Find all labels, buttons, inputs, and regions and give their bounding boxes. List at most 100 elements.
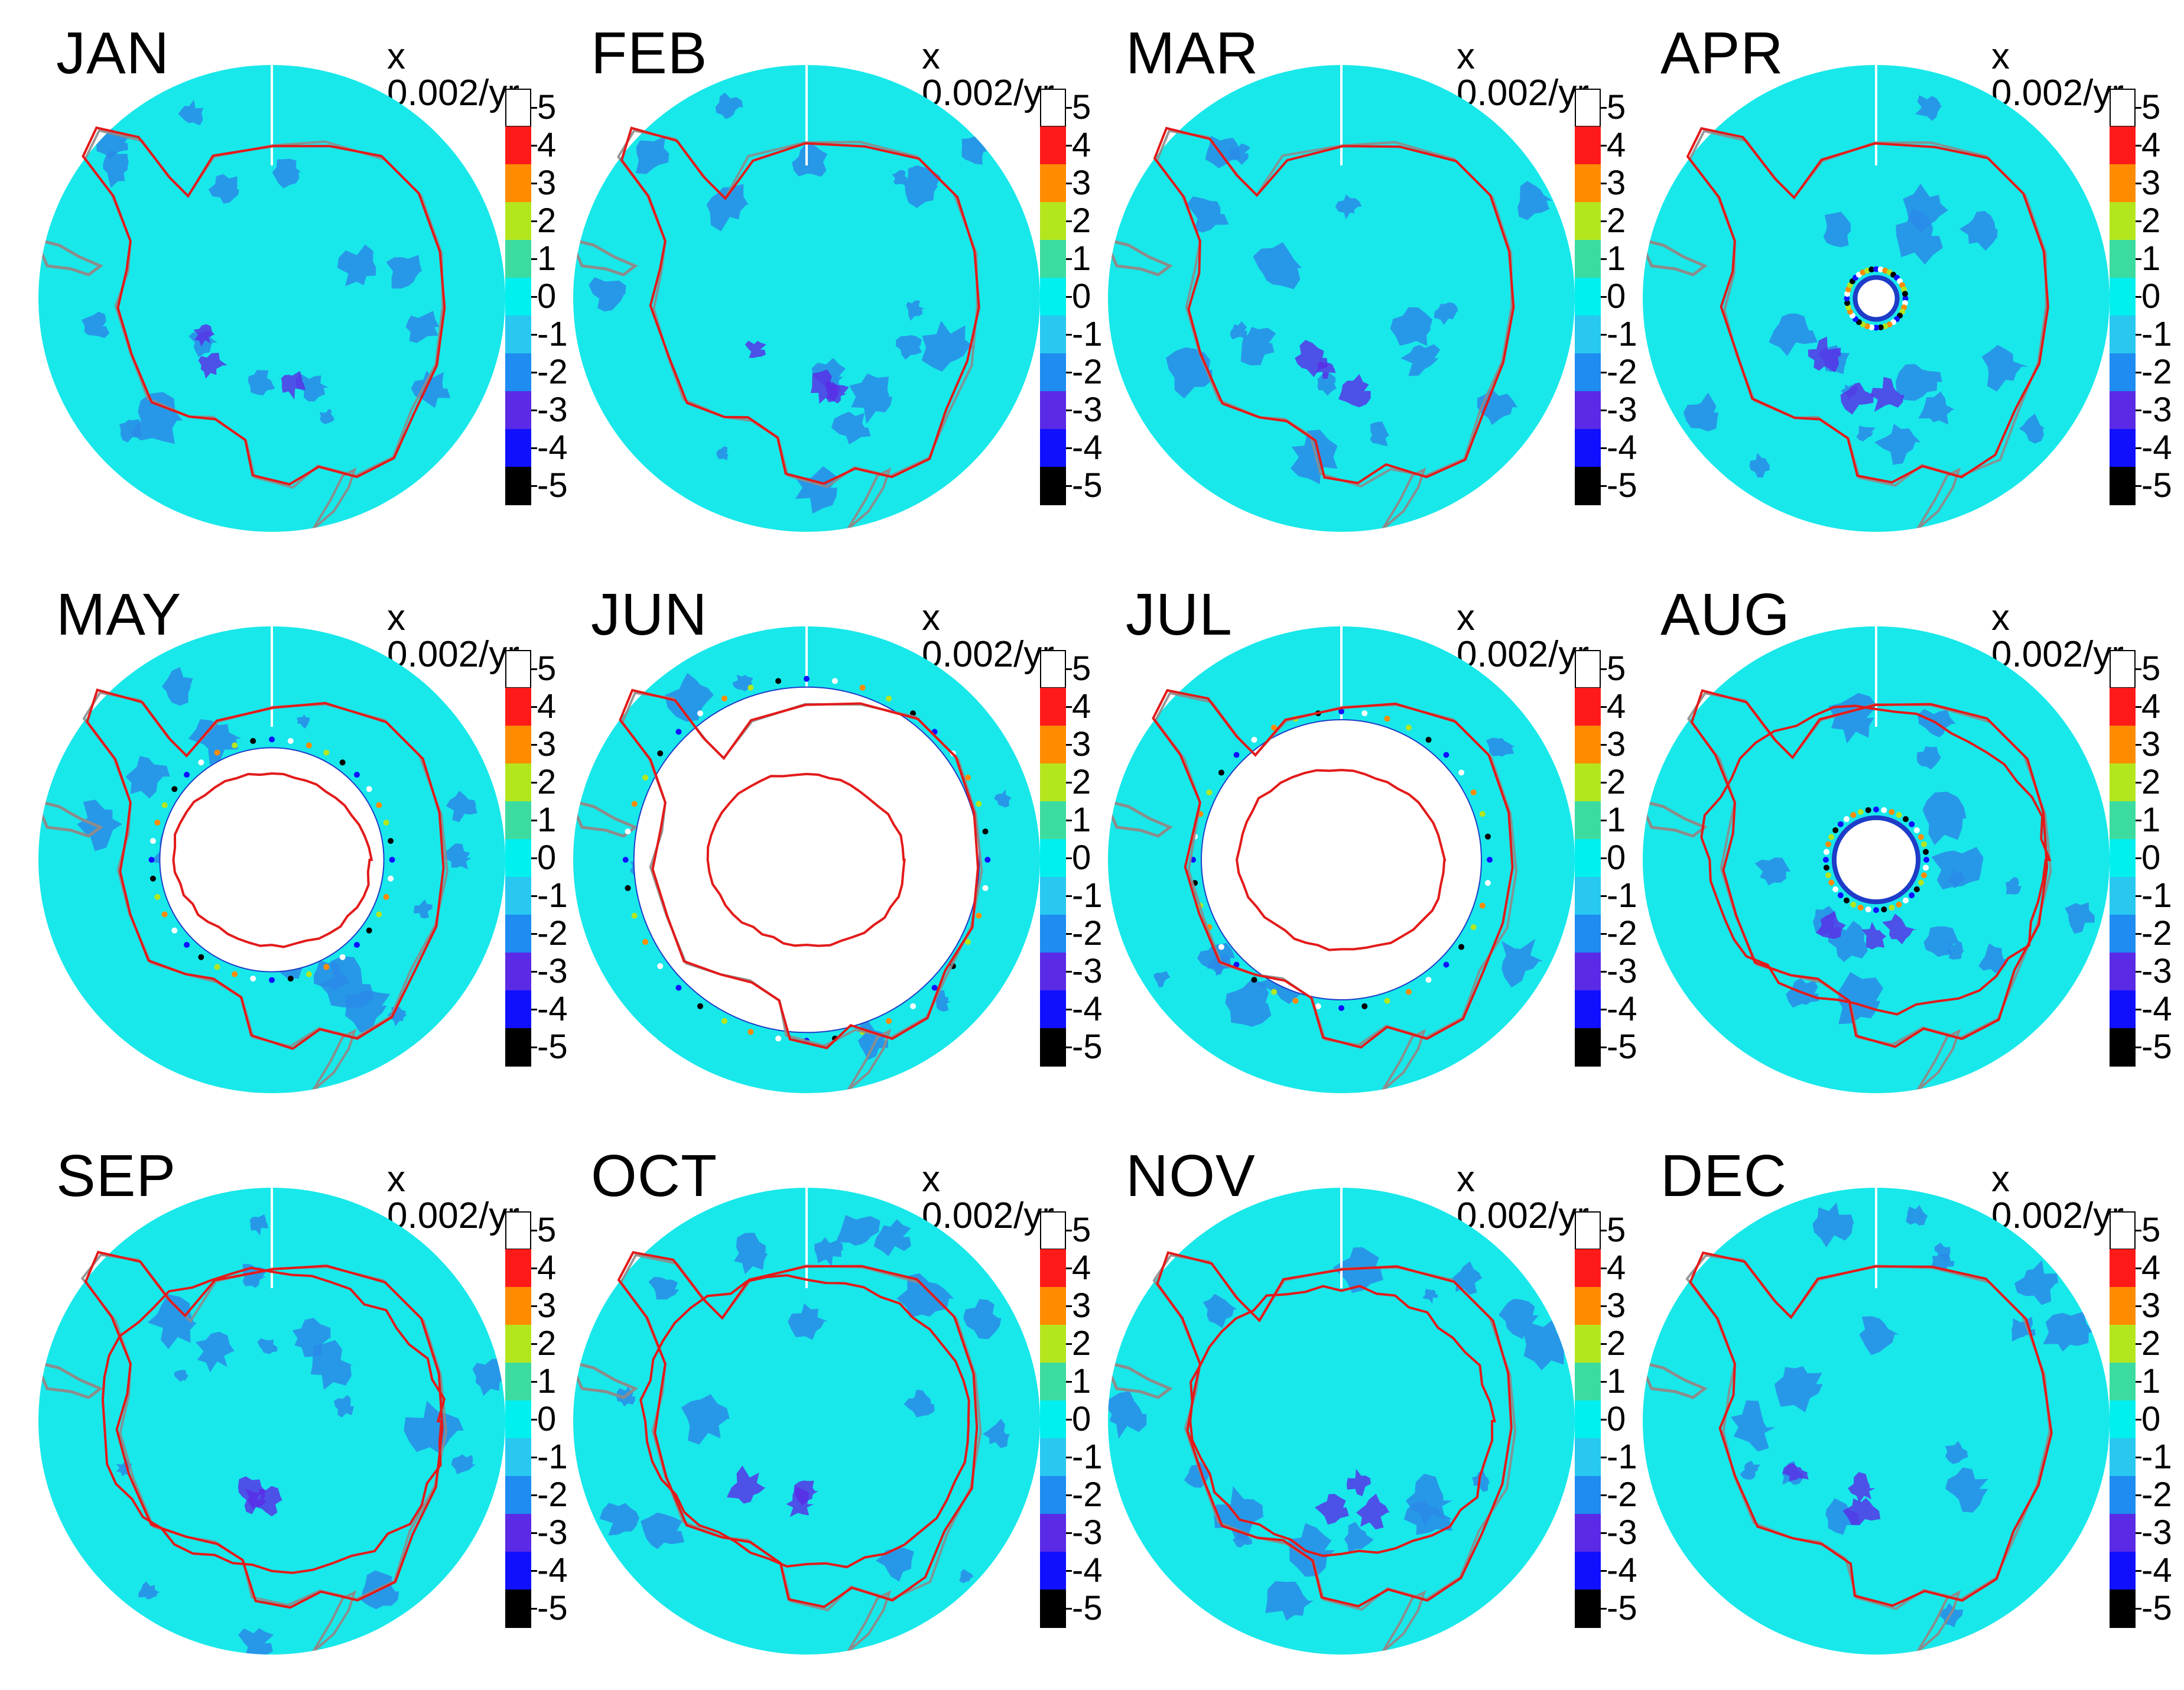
colorbar-tick-label: 5	[1072, 88, 1091, 126]
colorbar-tick-mark	[1066, 706, 1072, 708]
anomaly-dot	[1458, 944, 1465, 950]
anomaly-dot	[1903, 897, 1909, 904]
negative-anomaly-patch	[296, 714, 310, 729]
anomaly-dot	[886, 1018, 892, 1024]
colorbar-tick-label: -2	[537, 1476, 568, 1514]
sea-ice-edge-inner	[86, 688, 445, 1050]
colorbar-tick-label: 4	[2141, 126, 2161, 164]
colorbar-swatch	[1575, 1438, 1601, 1477]
coastline-new-zealand	[1916, 1029, 1961, 1091]
colorbar-swatch	[1040, 990, 1066, 1029]
month-title: APR	[1660, 20, 1784, 86]
anomaly-dot	[1292, 997, 1299, 1004]
colorbar-swatch	[505, 650, 531, 688]
negative-anomaly-patch	[2005, 876, 2022, 895]
colorbar-swatch	[1040, 391, 1066, 430]
negative-anomaly-patch	[405, 311, 440, 343]
negative-anomaly-patch	[2014, 1260, 2059, 1305]
anomaly-dot	[1850, 901, 1857, 908]
colorbar-tick-label: 0	[537, 838, 557, 877]
anomaly-dot	[1873, 907, 1879, 914]
negative-anomaly-patch	[1959, 211, 1998, 251]
colorbar: 5 4 3 2 1 0 -1 -2 -3 -4 -5	[505, 1211, 568, 1628]
colorbar-tick-mark	[2136, 895, 2141, 897]
colorbar-tick-mark	[531, 183, 537, 184]
negative-anomaly-patch	[250, 1214, 269, 1236]
colorbar-tick-label: -2	[537, 353, 568, 391]
colorbar-tick-mark	[1066, 145, 1072, 147]
anomaly-dot	[198, 954, 204, 960]
colorbar-swatch	[2110, 316, 2136, 354]
unit-label: x 0.002/yr	[1991, 1159, 2124, 1236]
ocean-disk	[1108, 65, 1575, 532]
negative-anomaly-patch	[876, 1547, 914, 1582]
colorbar-tick-mark	[2136, 107, 2141, 109]
colorbar-swatch	[2110, 1028, 2136, 1067]
colorbar-tick-mark	[2136, 485, 2141, 487]
polar-map	[573, 1188, 1040, 1655]
colorbar-tick-mark	[2136, 410, 2141, 411]
negative-anomaly-patch	[788, 1303, 828, 1340]
anomaly-dot	[1218, 769, 1224, 776]
colorbar-tick-label: 1	[537, 801, 557, 839]
colorbar-swatch	[2110, 688, 2136, 726]
colorbar-tick-label: 5	[2141, 88, 2161, 126]
colorbar-tick-mark	[531, 220, 537, 222]
sea-ice-edge-inner	[617, 1251, 979, 1608]
colorbar-tick-label: 2	[537, 763, 557, 801]
colorbar-tick-label: -1	[1607, 1438, 1637, 1476]
polar-map	[1108, 1188, 1575, 1655]
colorbar-swatch	[1040, 1287, 1066, 1325]
negative-anomaly-patch	[905, 165, 941, 208]
coastline-new-zealand	[847, 467, 892, 530]
colorbar-swatch	[2110, 1287, 2136, 1325]
colorbar-swatch	[1040, 763, 1066, 802]
anomaly-dot	[1484, 833, 1491, 840]
anomaly-dot	[1918, 879, 1924, 886]
anomaly-dot	[171, 786, 178, 792]
no-data-region	[159, 747, 385, 973]
colorbar-tick-label: 3	[1607, 725, 1626, 763]
colorbar-tick-mark	[531, 744, 537, 746]
colorbar-tick-mark	[1066, 107, 1072, 109]
colorbar: 5 4 3 2 1 0 -1 -2 -3 -4 -5	[1040, 1211, 1103, 1628]
negative-anomaly-patch	[636, 136, 670, 174]
colorbar-tick-mark	[1601, 933, 1607, 935]
colorbar-swatch	[505, 429, 531, 467]
colorbar-tick-label: -3	[1607, 952, 1637, 990]
panel-may: MAY x 0.002/yr 5 4 3 2 1 0 -1 -2 -3 -4 -5	[12, 567, 568, 1129]
colorbar-tick-label: -2	[1072, 1476, 1103, 1514]
sea-ice-edge-outer	[101, 1266, 446, 1574]
negative-anomaly-patch	[1240, 327, 1276, 366]
colorbar-tick-mark	[1066, 183, 1072, 184]
colorbar-tick-mark	[531, 485, 537, 487]
anomaly-dot	[1923, 849, 1929, 855]
colorbar-swatch	[1040, 650, 1066, 688]
strong-negative-patch	[193, 324, 215, 347]
anomaly-dot	[1902, 300, 1908, 306]
anomaly-dot	[232, 971, 238, 977]
coastline-south-america	[1643, 237, 1708, 277]
anomaly-dot	[1843, 897, 1850, 904]
colorbar-tick-mark	[1066, 1381, 1072, 1383]
anomaly-dot	[1881, 906, 1887, 913]
anomaly-dot	[154, 820, 161, 826]
negative-anomaly-patch	[1253, 242, 1302, 290]
anomaly-dot	[1825, 872, 1832, 879]
anomaly-dot	[1233, 752, 1240, 758]
colorbar: 5 4 3 2 1 0 -1 -2 -3 -4 -5	[2110, 89, 2172, 505]
anomaly-dot	[1909, 892, 1915, 899]
colorbar-tick-mark	[1066, 296, 1072, 298]
colorbar-tick-label: -2	[2141, 353, 2172, 391]
negative-anomaly-patch	[1335, 194, 1362, 220]
colorbar-tick-label: -1	[537, 1438, 568, 1476]
anomaly-dot	[1405, 724, 1412, 731]
anomaly-dot	[1923, 857, 1930, 863]
colorbar-tick-mark	[1601, 220, 1607, 222]
colorbar-tick-label: 2	[1072, 1324, 1091, 1363]
anomaly-dot	[161, 911, 168, 918]
anomaly-dot	[1425, 977, 1432, 983]
negative-anomaly-patch	[1730, 1400, 1776, 1452]
month-title: NOV	[1126, 1143, 1256, 1209]
colorbar-swatch	[2110, 839, 2136, 878]
